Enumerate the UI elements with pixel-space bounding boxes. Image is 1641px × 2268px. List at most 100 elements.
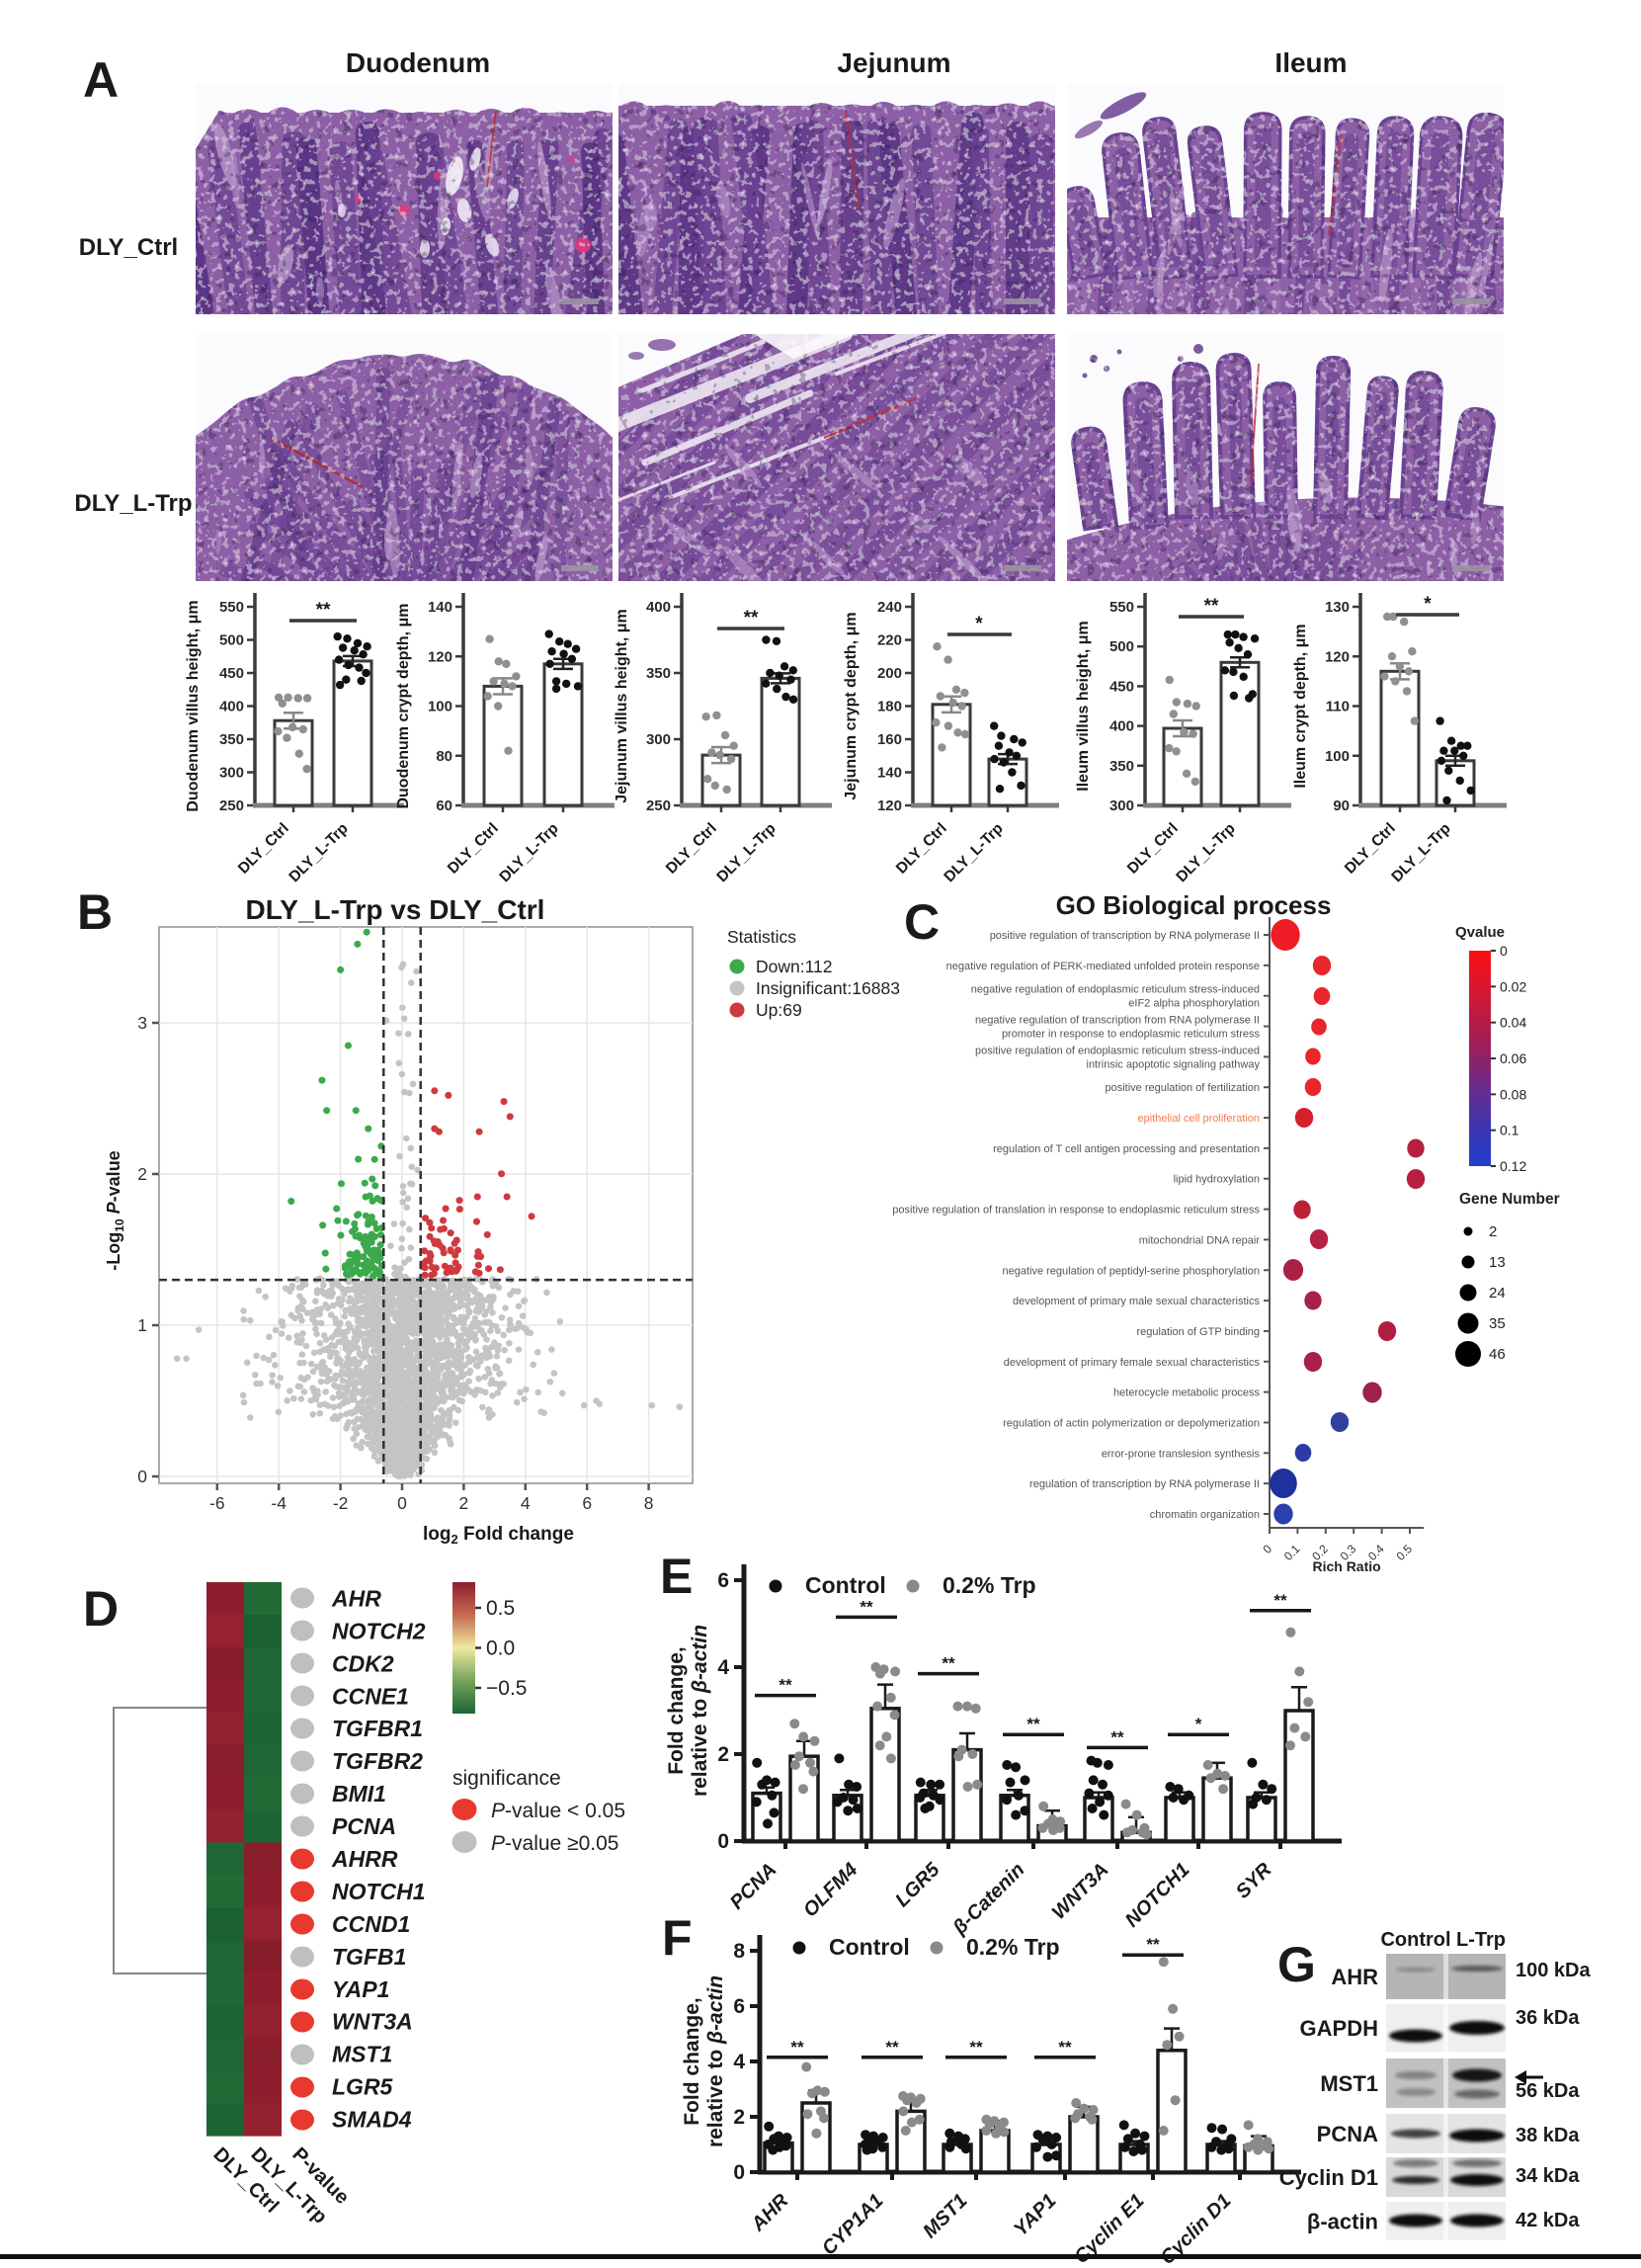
svg-text:300: 300 <box>646 731 671 748</box>
svg-text:13: 13 <box>1489 1254 1506 1271</box>
svg-text:**: ** <box>1058 2038 1072 2057</box>
svg-text:0: 0 <box>397 1493 407 1513</box>
svg-text:C: C <box>904 894 940 950</box>
svg-text:Jejunum villus height, μm: Jejunum villus height, μm <box>614 609 630 802</box>
svg-text:**: ** <box>779 1676 792 1695</box>
svg-text:500: 500 <box>1109 638 1134 655</box>
svg-text:NOTCH1: NOTCH1 <box>332 1879 426 1904</box>
svg-text:chromatin organization: chromatin organization <box>1150 1509 1260 1521</box>
svg-text:36 kDa: 36 kDa <box>1516 2007 1580 2029</box>
svg-text:positive regulation of transla: positive regulation of translation in re… <box>892 1205 1260 1217</box>
svg-text:**: ** <box>1273 1591 1287 1610</box>
svg-text:positive regulation of fertili: positive regulation of fertilization <box>1105 1082 1260 1094</box>
svg-text:3: 3 <box>137 1013 147 1033</box>
svg-text:400: 400 <box>646 599 671 616</box>
svg-text:0: 0 <box>717 1830 729 1853</box>
svg-text:350: 350 <box>646 665 671 682</box>
svg-text:regulation of actin polymeriza: regulation of actin polymerization or de… <box>1003 1417 1260 1429</box>
svg-text:0.06: 0.06 <box>1500 1050 1526 1066</box>
svg-text:Duodenum villus height, μm: Duodenum villus height, μm <box>185 600 202 811</box>
svg-text:38 kDa: 38 kDa <box>1516 2125 1580 2146</box>
svg-text:4: 4 <box>733 2051 745 2073</box>
svg-text:60: 60 <box>436 798 452 814</box>
svg-text:MST1: MST1 <box>332 2042 392 2067</box>
svg-text:0.2% Trp: 0.2% Trp <box>966 1934 1060 1960</box>
svg-text:lipid hydroxylation: lipid hydroxylation <box>1174 1174 1260 1186</box>
svg-text:relative to β-actin: relative to β-actin <box>704 1975 727 2147</box>
svg-text:TGFBR1: TGFBR1 <box>332 1716 423 1741</box>
svg-text:Ileum: Ileum <box>1274 47 1347 78</box>
svg-text:negative regulation of peptidy: negative regulation of peptidyl-serine p… <box>1002 1265 1260 1277</box>
svg-text:-6: -6 <box>209 1493 225 1513</box>
svg-text:120: 120 <box>877 798 902 814</box>
svg-text:180: 180 <box>877 699 902 715</box>
svg-text:CCNE1: CCNE1 <box>332 1683 409 1709</box>
svg-text:1: 1 <box>137 1315 147 1335</box>
svg-text:0.1: 0.1 <box>1500 1123 1519 1138</box>
svg-text:negative regulation of transcr: negative regulation of transcription fro… <box>975 1015 1260 1027</box>
svg-text:heterocycle metabolic process: heterocycle metabolic process <box>1113 1387 1260 1399</box>
svg-text:100 kDa: 100 kDa <box>1516 1960 1591 1981</box>
svg-text:2: 2 <box>717 1743 729 1766</box>
svg-text:CCND1: CCND1 <box>332 1911 410 1937</box>
svg-text:300: 300 <box>1109 798 1134 814</box>
svg-text:6: 6 <box>582 1493 592 1513</box>
svg-text:positive regulation of transcr: positive regulation of transcription by … <box>990 930 1260 942</box>
svg-text:P-value ≥0.05: P-value ≥0.05 <box>491 1832 618 1855</box>
svg-text:E: E <box>660 1549 693 1604</box>
svg-text:8: 8 <box>733 1940 745 1963</box>
svg-text:Ileum villus height, μm: Ileum villus height, μm <box>1075 621 1092 791</box>
svg-text:L-Trp: L-Trp <box>1456 1929 1506 1951</box>
svg-text:-4: -4 <box>271 1493 287 1513</box>
svg-text:400: 400 <box>1109 718 1134 735</box>
svg-text:MST1: MST1 <box>1320 2071 1378 2096</box>
svg-text:Fold change,: Fold change, <box>665 1646 688 1775</box>
svg-text:0: 0 <box>1500 943 1508 959</box>
svg-text:130: 130 <box>1325 599 1350 616</box>
svg-text:SMAD4: SMAD4 <box>332 2107 412 2133</box>
svg-text:56 kDa: 56 kDa <box>1516 2080 1580 2102</box>
svg-text:intrinsic apoptotic signaling: intrinsic apoptotic signaling pathway <box>1087 1058 1261 1070</box>
svg-text:β-actin: β-actin <box>1307 2210 1378 2234</box>
svg-text:Control: Control <box>829 1934 910 1960</box>
svg-text:120: 120 <box>428 648 452 665</box>
svg-text:100: 100 <box>1325 748 1350 765</box>
svg-text:BMI1: BMI1 <box>332 1781 386 1806</box>
svg-text:G: G <box>1277 1937 1316 1992</box>
svg-text:LGR5: LGR5 <box>332 2074 394 2100</box>
svg-text:Statistics: Statistics <box>727 927 796 947</box>
svg-text:**: ** <box>1204 596 1219 617</box>
svg-text:NOTCH2: NOTCH2 <box>332 1618 426 1643</box>
svg-text:mitochondrial DNA repair: mitochondrial DNA repair <box>1139 1234 1261 1246</box>
svg-text:YAP1: YAP1 <box>332 1976 389 2002</box>
svg-text:Down:112: Down:112 <box>756 957 833 976</box>
svg-text:AHR: AHR <box>331 1585 381 1611</box>
svg-text:B: B <box>77 884 113 940</box>
svg-text:24: 24 <box>1489 1285 1506 1302</box>
svg-text:400: 400 <box>219 699 244 715</box>
svg-text:4: 4 <box>521 1493 531 1513</box>
svg-text:**: ** <box>1110 1727 1124 1746</box>
svg-text:550: 550 <box>219 599 244 616</box>
svg-text:**: ** <box>744 608 759 629</box>
svg-text:DLY_Ctrl: DLY_Ctrl <box>79 234 178 261</box>
svg-text:log2 Fold change: log2 Fold change <box>423 1524 574 1547</box>
svg-text:DLY_L-Trp vs DLY_Ctrl: DLY_L-Trp vs DLY_Ctrl <box>246 894 545 925</box>
svg-text:relative to β-actin: relative to β-actin <box>689 1625 711 1797</box>
svg-text:0.2% Trp: 0.2% Trp <box>943 1572 1036 1598</box>
svg-text:6: 6 <box>717 1569 729 1592</box>
svg-text:4: 4 <box>717 1656 729 1679</box>
svg-text:0.08: 0.08 <box>1500 1086 1526 1102</box>
svg-text:-2: -2 <box>333 1493 349 1513</box>
svg-text:**: ** <box>1146 1935 1160 1954</box>
svg-text:2: 2 <box>137 1164 147 1184</box>
svg-text:80: 80 <box>436 748 452 765</box>
svg-text:0.12: 0.12 <box>1500 1158 1526 1174</box>
svg-text:42 kDa: 42 kDa <box>1516 2210 1580 2231</box>
svg-text:TGFB1: TGFB1 <box>332 1944 406 1970</box>
svg-text:**: ** <box>1026 1715 1040 1733</box>
svg-text:240: 240 <box>877 599 902 616</box>
svg-text:8: 8 <box>644 1493 654 1513</box>
svg-text:Duodenum crypt depth, μm: Duodenum crypt depth, μm <box>395 603 412 808</box>
svg-text:0: 0 <box>137 1467 147 1486</box>
